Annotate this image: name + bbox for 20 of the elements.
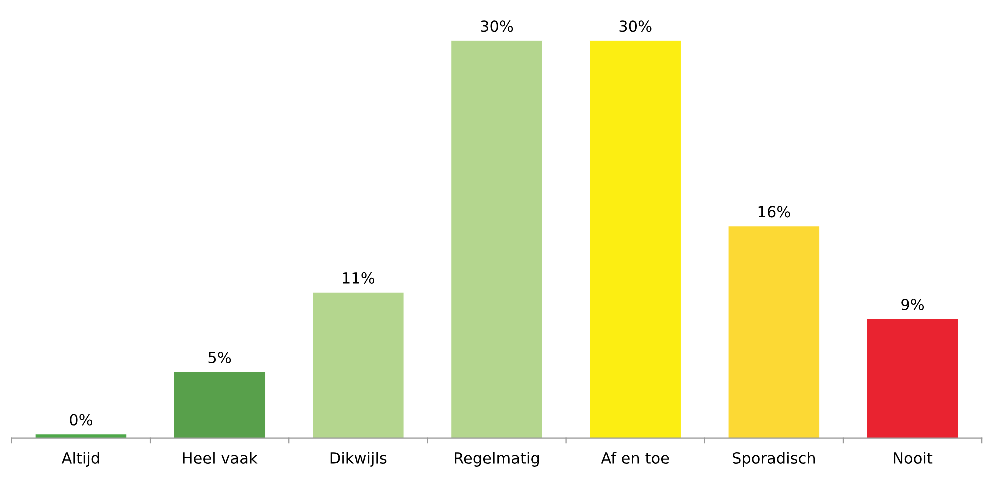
- x-tick-label: Sporadisch: [733, 452, 816, 467]
- bar: [450, 40, 544, 438]
- bar: [590, 40, 682, 438]
- x-tick-label: Regelmatig: [455, 452, 540, 467]
- bar: [312, 292, 404, 438]
- data-label: 9%: [902, 298, 924, 310]
- data-label: 30%: [620, 20, 652, 32]
- bar: [174, 372, 266, 438]
- data-label: 11%: [343, 272, 375, 284]
- data-label: 16%: [758, 206, 790, 218]
- bar: [866, 318, 959, 438]
- data-label: 0%: [70, 414, 92, 426]
- bar: [728, 226, 820, 438]
- data-label: 30%: [481, 20, 514, 32]
- x-tick-label: Heel vaak: [183, 452, 258, 464]
- x-tick-label: Altijd: [62, 452, 100, 467]
- x-tick-label: Nooit: [894, 452, 933, 464]
- x-tick-label: Dikwijls: [330, 452, 387, 467]
- data-label: 5%: [208, 352, 232, 364]
- x-tick-label: Af en toe: [601, 452, 670, 464]
